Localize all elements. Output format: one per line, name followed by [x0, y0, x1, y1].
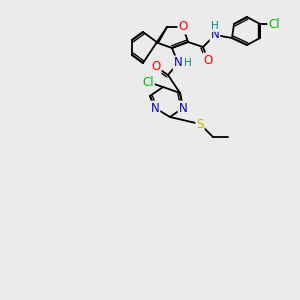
Text: Cl: Cl [268, 17, 280, 31]
Text: H: H [211, 21, 219, 31]
Text: H: H [184, 58, 192, 68]
Text: N: N [211, 28, 219, 41]
Text: O: O [203, 53, 213, 67]
Text: N: N [174, 56, 182, 70]
Text: O: O [152, 61, 160, 74]
Text: N: N [178, 101, 188, 115]
Text: S: S [196, 118, 204, 130]
Text: N: N [151, 101, 159, 115]
Text: Cl: Cl [142, 76, 154, 88]
Text: O: O [178, 20, 188, 34]
